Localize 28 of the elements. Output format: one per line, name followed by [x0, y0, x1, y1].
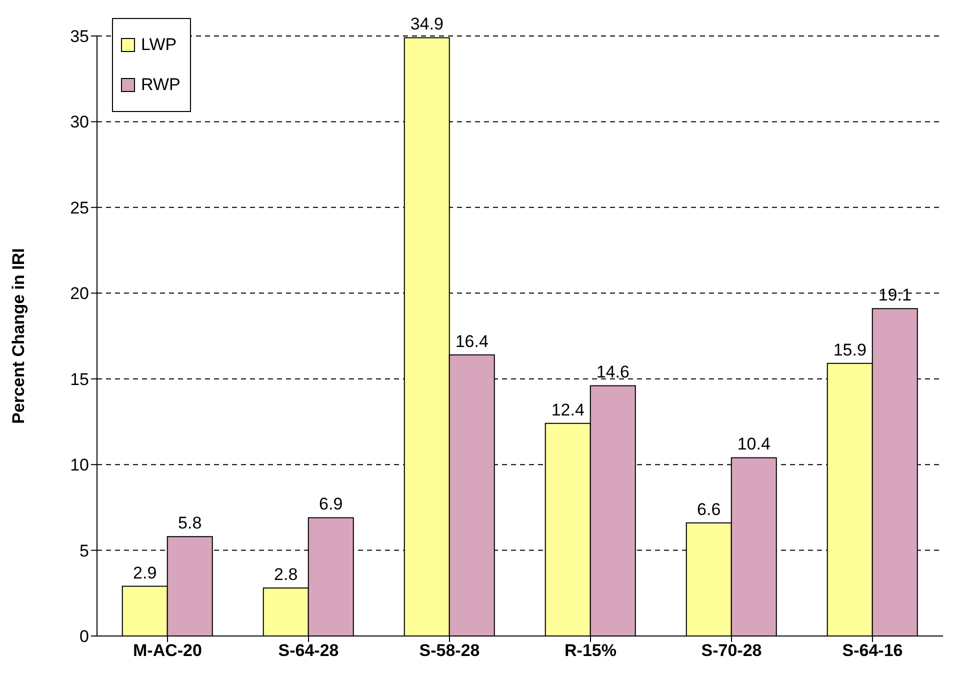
data-label: 16.4: [455, 332, 488, 351]
x-tick-label: S-70-28: [701, 641, 762, 660]
y-tick-label: 20: [70, 284, 89, 304]
x-tick-label: S-58-28: [419, 641, 480, 660]
data-label: 2.9: [133, 563, 157, 582]
data-label: 14.6: [596, 362, 630, 382]
legend-label: LWP: [141, 34, 177, 56]
y-tick-label: 0: [80, 627, 89, 646]
data-label: 6.6: [697, 500, 721, 519]
data-label: 2.8: [274, 565, 298, 584]
x-tick-label: M-AC-20: [133, 641, 202, 660]
y-tick-label: 25: [70, 198, 89, 218]
data-label: 10.4: [737, 434, 770, 454]
legend-label: RWP: [141, 74, 180, 96]
data-label: 6.9: [319, 494, 343, 514]
data-label: 34.9: [410, 14, 444, 34]
x-tick-label: R-15%: [564, 641, 616, 660]
x-tick-label: S-64-28: [278, 641, 339, 660]
data-label: 15.9: [833, 340, 866, 360]
data-label: 12.4: [551, 400, 584, 420]
y-tick-label: 35: [70, 27, 89, 46]
y-tick-label: 15: [70, 370, 89, 389]
y-tick-label: 10: [70, 456, 89, 475]
x-tick-label: S-64-16: [842, 641, 903, 660]
y-tick-label: 5: [80, 541, 89, 560]
data-label: 5.8: [178, 514, 202, 533]
y-axis-title: Percent Change in IRI: [9, 248, 28, 424]
y-tick-label: 30: [70, 112, 89, 132]
